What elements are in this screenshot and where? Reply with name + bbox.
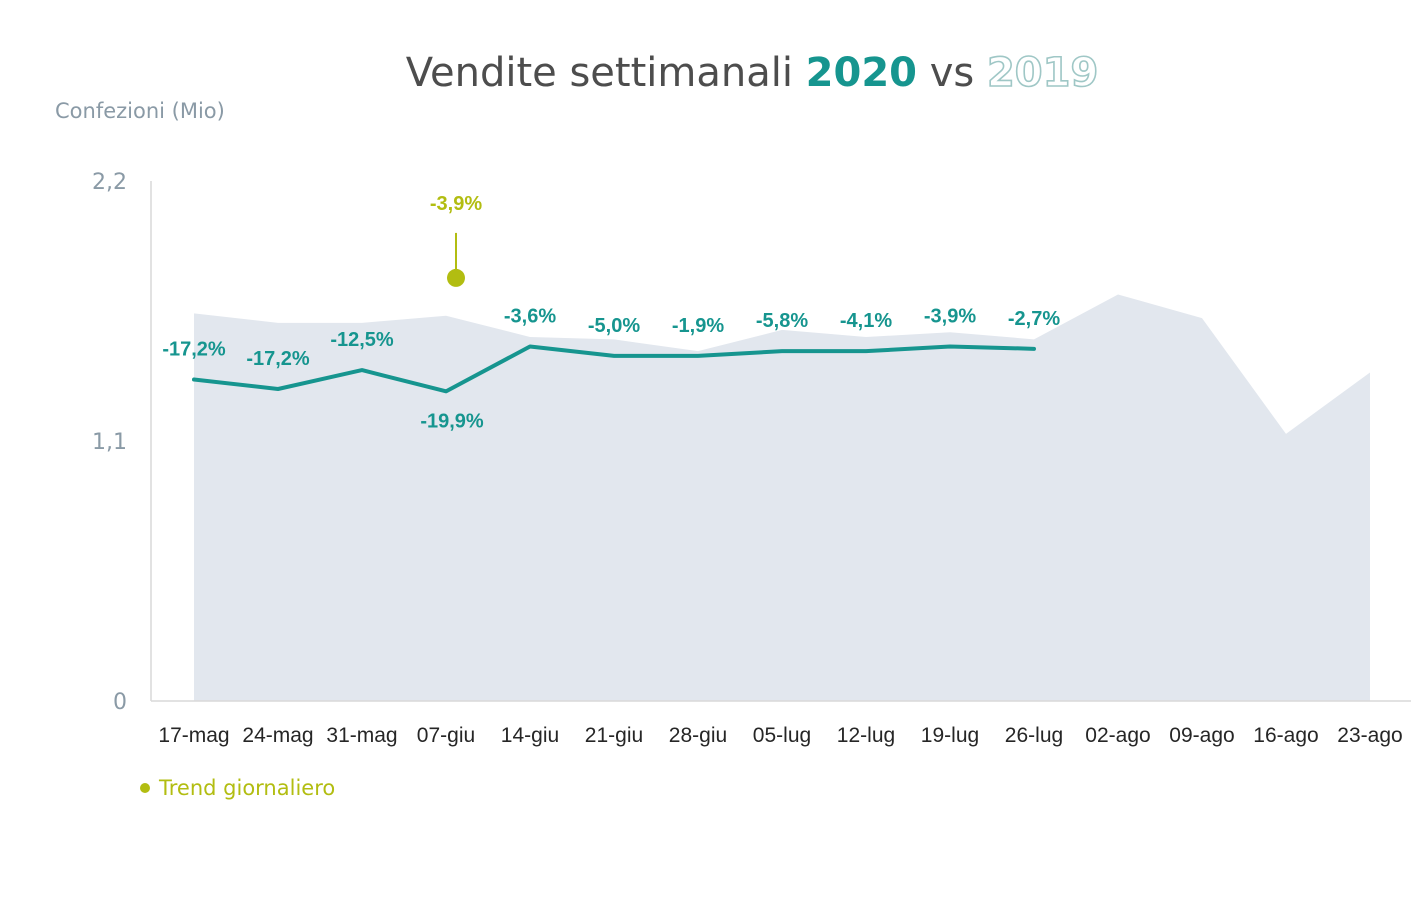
- trend-marker-label: -3,9%: [430, 193, 482, 215]
- data-label-layer: -17,2% -17,2% -12,5% -19,9% -3,6% -5,0% -1,9% -…: [162, 305, 1060, 432]
- x-tick-label: 24-mag: [242, 724, 313, 747]
- legend-trend-marker: [140, 783, 150, 793]
- data-label: -17,2%: [246, 348, 310, 370]
- y-tick-label: 1,1: [92, 430, 127, 455]
- x-tick-label: 28-giu: [669, 724, 727, 747]
- x-tick-label: 16-ago: [1253, 724, 1318, 747]
- title-part-vs: vs: [917, 50, 987, 96]
- legend-trend-label: Trend giornaliero: [158, 776, 335, 800]
- title-year-2020: 2020: [806, 50, 917, 96]
- chart-title: Vendite settimanali 2020 vs 2019: [406, 50, 1099, 96]
- data-label: -1,9%: [672, 315, 724, 337]
- data-label: -3,9%: [924, 305, 976, 327]
- x-tick-label: 21-giu: [585, 724, 643, 747]
- x-axis-ticks: 17-mag 24-mag 31-mag 07-giu 14-giu 21-giu 28-g…: [158, 724, 1402, 747]
- data-label: -12,5%: [330, 329, 394, 351]
- y-tick-label: 0: [113, 690, 127, 715]
- x-tick-label: 31-mag: [326, 724, 397, 747]
- trend-marker-point: [447, 268, 465, 287]
- title-year-2019: 2019: [987, 50, 1098, 96]
- data-label: -3,6%: [504, 305, 556, 327]
- x-tick-label: 07-giu: [417, 724, 475, 747]
- data-label: -5,0%: [588, 315, 640, 337]
- data-label: -17,2%: [162, 339, 226, 361]
- y-axis-ticks: 0 1,1 2,2: [92, 170, 127, 715]
- data-label: -4,1%: [840, 310, 892, 332]
- x-tick-label: 23-ago: [1337, 724, 1402, 747]
- series-2019-area: [194, 294, 1370, 701]
- data-label: -2,7%: [1008, 308, 1060, 330]
- x-tick-label: 14-giu: [501, 724, 559, 747]
- x-tick-label: 09-ago: [1169, 724, 1234, 747]
- data-label: -19,9%: [420, 410, 484, 432]
- legend: Trend giornaliero: [140, 776, 335, 800]
- x-tick-label: 05-lug: [753, 724, 811, 747]
- x-tick-label: 02-ago: [1085, 724, 1150, 747]
- line-layer: [192, 344, 1036, 394]
- area-layer: [194, 294, 1370, 701]
- data-label: -5,8%: [756, 310, 808, 332]
- title-part-text: Vendite settimanali: [406, 50, 806, 96]
- series-2020-line: [192, 344, 1036, 394]
- x-tick-label: 17-mag: [158, 724, 229, 747]
- trend-marker-layer: -3,9%: [430, 193, 482, 287]
- x-tick-label: 12-lug: [837, 724, 895, 747]
- y-axis-label: Confezioni (Mio): [55, 99, 225, 123]
- x-tick-label: 26-lug: [1005, 724, 1063, 747]
- axes: [150, 181, 1411, 702]
- y-tick-label: 2,2: [92, 170, 127, 195]
- x-tick-label: 19-lug: [921, 724, 979, 747]
